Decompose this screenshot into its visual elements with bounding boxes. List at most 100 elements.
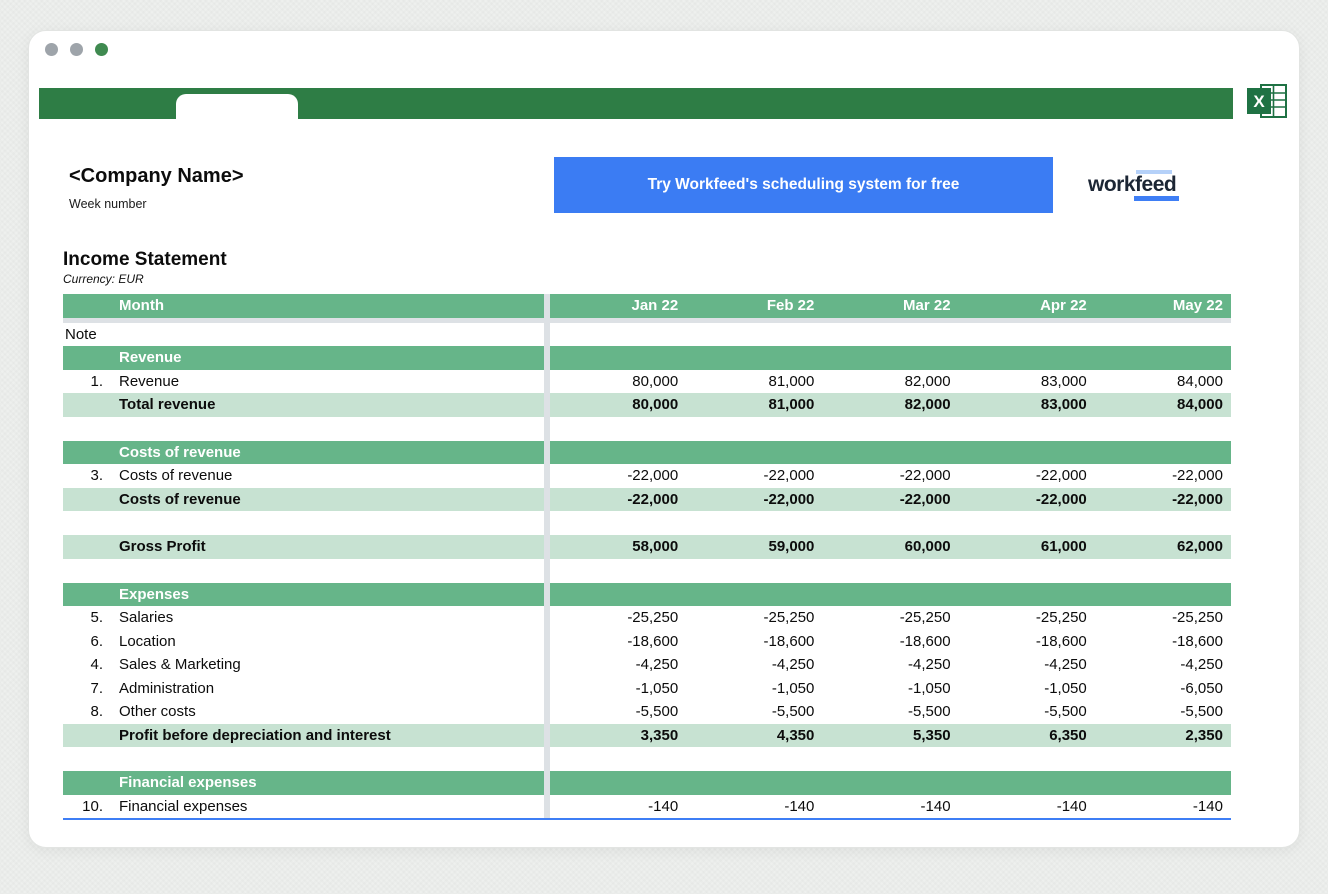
header-underline <box>63 317 1231 323</box>
cell-value: -18,600 <box>899 632 951 650</box>
total-row: Costs of revenue -22,000 -22,000 -22,000 -22… <box>63 487 1231 512</box>
row-label-cell: Costs of revenue <box>63 441 550 465</box>
cell-value: -1,050 <box>635 679 679 697</box>
statement-title: Income Statement <box>63 249 227 270</box>
item-row: 10. Financial expenses -140 -140 -140 -140 -14… <box>63 794 1231 818</box>
month-header-cell: May 22 <box>1172 297 1223 315</box>
month-header-label-cell: Month <box>63 294 550 318</box>
month-header-cell: Apr 22 <box>1040 297 1087 315</box>
month-header-label: Month <box>119 297 164 315</box>
cell-value: -25,250 <box>899 609 951 627</box>
cell-value: -22,000 <box>899 490 951 508</box>
cell-value: 80,000 <box>632 372 679 390</box>
item-row: 3. Costs of revenue -22,000 -22,000 -22,000 -… <box>63 464 1231 488</box>
row-label-cell: Financial expenses <box>63 771 550 795</box>
cell-value: -5,500 <box>635 703 679 721</box>
section-row: Financial expenses <box>63 771 1231 795</box>
company-name-placeholder: <Company Name> <box>69 165 244 187</box>
cell-value: 4,350 <box>776 726 815 744</box>
spacer-row <box>63 747 1231 771</box>
window-controls <box>45 43 108 56</box>
cell-value: 83,000 <box>1040 396 1087 414</box>
cell-value: -4,250 <box>908 656 951 674</box>
row-label-cell: Profit before depreciation and interest <box>63 724 550 748</box>
logo-text-feed: feed <box>1134 170 1180 201</box>
spacer-row <box>63 511 1231 535</box>
cell-value: 83,000 <box>1040 372 1087 390</box>
tab-bar <box>39 88 1233 120</box>
cell-value: 81,000 <box>768 372 815 390</box>
cell-value: 6,350 <box>1049 726 1087 744</box>
row-label: Costs of revenue <box>119 443 241 461</box>
row-label: Sales & Marketing <box>119 656 241 674</box>
row-label: Revenue <box>119 349 182 367</box>
cell-value: -22,000 <box>763 467 815 485</box>
cell-value: -1,050 <box>771 679 815 697</box>
browser-tab[interactable] <box>176 94 298 120</box>
cell-value: -22,000 <box>1172 467 1223 485</box>
item-row: 5. Salaries -25,250 -25,250 -25,250 -25,250 -2… <box>63 606 1231 630</box>
row-label-cell: 4. Sales & Marketing <box>63 653 550 677</box>
cell-value: -18,600 <box>1035 632 1087 650</box>
cell-value: -140 <box>1192 797 1223 815</box>
excel-icon[interactable]: X <box>1247 82 1289 120</box>
cell-value: -140 <box>784 797 815 815</box>
row-label: Costs of revenue <box>119 467 233 485</box>
cell-value: -25,250 <box>1035 609 1087 627</box>
window-control-zoom[interactable] <box>95 43 108 56</box>
row-number: 1. <box>90 372 103 390</box>
row-label: Gross Profit <box>119 538 206 556</box>
row-label-cell: Costs of revenue <box>63 488 550 512</box>
try-workfeed-button-label: Try Workfeed's scheduling system for fre… <box>647 176 960 193</box>
cell-value: -4,250 <box>1044 656 1087 674</box>
row-label-cell: Expenses <box>63 583 550 607</box>
cell-value: -22,000 <box>763 490 815 508</box>
row-number: 7. <box>90 679 103 697</box>
cell-value: 61,000 <box>1040 538 1087 556</box>
cell-value: -5,500 <box>908 703 951 721</box>
cell-value: -140 <box>920 797 951 815</box>
month-header-cell: Mar 22 <box>903 297 951 315</box>
app-window: X <Company Name> Week number Try Workfee… <box>28 30 1300 848</box>
cell-value: 82,000 <box>904 372 951 390</box>
cell-value: -22,000 <box>1035 467 1087 485</box>
row-number: 4. <box>90 656 103 674</box>
cell-value: -4,250 <box>635 656 679 674</box>
spacer-row <box>63 558 1231 583</box>
row-number: 6. <box>90 632 103 650</box>
cell-value: -5,500 <box>1180 703 1223 721</box>
cell-value: -25,250 <box>1172 609 1223 627</box>
cell-value: -22,000 <box>1172 490 1223 508</box>
cell-value: -18,600 <box>627 632 679 650</box>
row-label-cell: Revenue <box>63 346 550 370</box>
section-row: Costs of revenue <box>63 440 1231 465</box>
cell-value: -25,250 <box>627 609 679 627</box>
row-label: Administration <box>119 679 215 697</box>
row-label-cell: 5. Salaries <box>63 606 550 630</box>
spacer-row <box>63 416 1231 441</box>
window-control-minimize[interactable] <box>70 43 83 56</box>
cell-value: -140 <box>648 797 679 815</box>
workfeed-logo[interactable]: workfeed <box>1088 170 1180 201</box>
section-row: Expenses <box>63 582 1231 607</box>
window-control-close[interactable] <box>45 43 58 56</box>
currency-label: Currency: EUR <box>63 272 144 286</box>
total-row: Gross Profit 58,000 59,000 60,000 61,000 62,0… <box>63 535 1231 559</box>
cell-value: -22,000 <box>627 467 679 485</box>
cell-value: -1,050 <box>908 679 951 697</box>
item-row: 6. Location -18,600 -18,600 -18,600 -18,600 -1… <box>63 629 1231 653</box>
row-label-cell: Note <box>63 323 550 347</box>
row-label: Total revenue <box>119 396 216 414</box>
cell-value: -5,500 <box>1044 703 1087 721</box>
row-number: 10. <box>82 797 103 815</box>
item-row: 8. Other costs -5,500 -5,500 -5,500 -5,500 -5,… <box>63 700 1231 724</box>
cell-value: -4,250 <box>1180 656 1223 674</box>
total-row: Profit before depreciation and interest 3… <box>63 723 1231 748</box>
cell-value: 5,350 <box>913 726 951 744</box>
row-number: 8. <box>90 703 103 721</box>
cell-value: -140 <box>1056 797 1087 815</box>
try-workfeed-button[interactable]: Try Workfeed's scheduling system for fre… <box>554 157 1053 213</box>
cell-value: -22,000 <box>1035 490 1087 508</box>
cell-value: 84,000 <box>1177 396 1223 414</box>
